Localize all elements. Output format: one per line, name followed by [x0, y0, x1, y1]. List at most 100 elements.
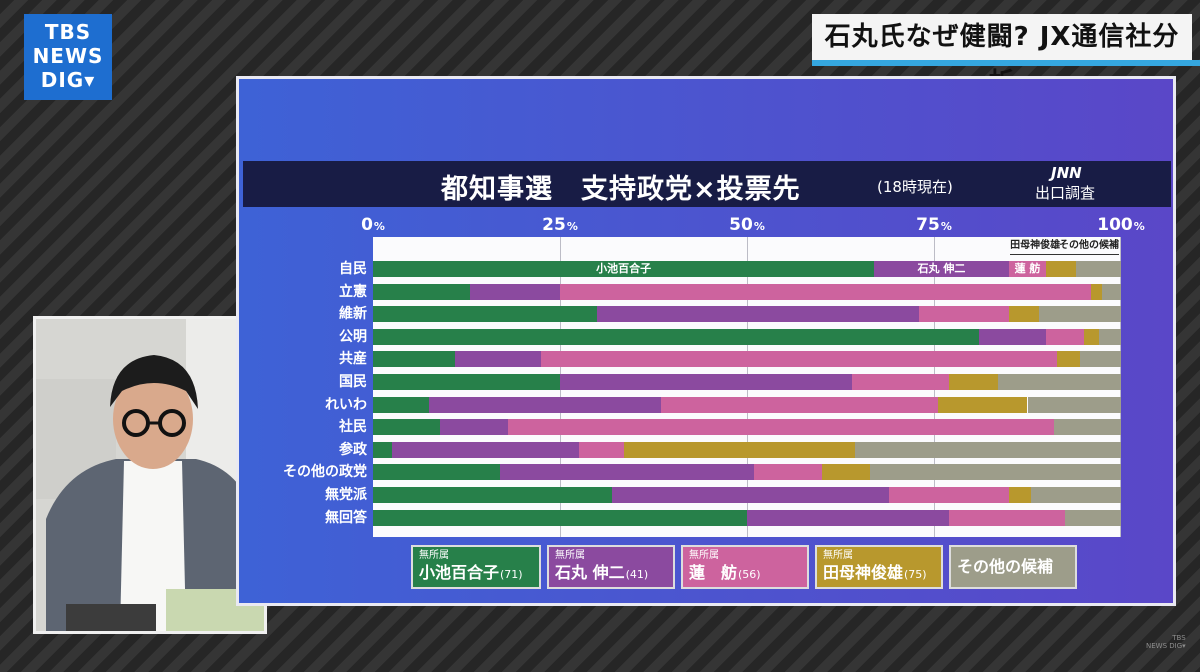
legend-name-text: 小池百合子 — [419, 563, 500, 582]
category-label: その他の政党 — [283, 464, 367, 481]
bar-data-label: 石丸 伸二 — [917, 262, 966, 275]
legend-candidate-name: 田母神俊雄(75) — [823, 562, 941, 586]
bar-data-label: 小池百合子 — [596, 262, 652, 275]
bar-segment — [1046, 261, 1077, 277]
category-label: れいわ — [325, 396, 367, 413]
category-label: 公明 — [339, 328, 367, 345]
legend-candidate-age: (56) — [738, 568, 761, 581]
category-label: 社民 — [339, 419, 367, 436]
legend-candidate-age: (75) — [904, 568, 927, 581]
x-tick-label: 100% — [1097, 215, 1145, 235]
bar-segment — [578, 441, 624, 458]
logo-line-3: DIG▾ — [40, 68, 96, 92]
bar-segment — [429, 396, 661, 413]
bar-segment — [660, 396, 938, 413]
tbs-news-dig-logo: TBS NEWS DIG▾ — [24, 14, 112, 100]
bar-segment — [948, 374, 998, 390]
bar-segment — [373, 464, 501, 481]
legend-candidate-age: (41) — [625, 568, 649, 581]
bar-segment — [373, 283, 471, 300]
legend-party: 無所属 — [689, 550, 719, 561]
chart-title: 都知事選 支持政党×投票先 — [441, 174, 801, 205]
bar-segment — [1102, 283, 1121, 300]
legend-item: その他の候補 — [949, 545, 1077, 589]
legend-name-text: 田母神俊雄 — [823, 563, 904, 582]
category-label: 無党派 — [325, 487, 367, 503]
bar-segment — [948, 509, 1065, 526]
jnn-logo: JNN — [1051, 164, 1082, 182]
bar-segment — [373, 441, 392, 458]
bar-segment — [612, 487, 890, 503]
logo-line-2: NEWS — [32, 44, 104, 68]
headline-caption: 石丸氏なぜ健闘? JX通信社分析 — [812, 14, 1192, 98]
bar-segment — [754, 464, 822, 481]
bar-segment — [1038, 306, 1121, 323]
watermark-line-1: TBS — [1172, 634, 1186, 642]
bar-segment — [507, 419, 1054, 436]
bar-segment — [874, 261, 1009, 277]
bar-segment — [440, 419, 508, 436]
bar-segment — [870, 464, 1121, 481]
chart-title-band: 都知事選 支持政党×投票先 (18時現在) JNN 出口調査 — [243, 161, 1171, 207]
callout-label: 田母神俊雄 — [1010, 240, 1061, 255]
legend-item: 無所属小池百合子(71) — [411, 545, 541, 589]
bar-segment — [373, 396, 430, 413]
bar-segment — [978, 328, 1047, 345]
bar-data-label: 蓮 舫 — [1014, 262, 1041, 275]
x-tick-value: 50 — [729, 215, 753, 235]
callout-label: その他の候補 — [1059, 240, 1119, 255]
bar-segment — [1079, 351, 1121, 368]
legend-party: 無所属 — [823, 550, 853, 561]
legend-item: 無所属蓮 舫(56) — [681, 545, 809, 589]
legend-item: 無所属 田母神俊雄(75) — [815, 545, 943, 589]
bar-segment — [560, 374, 852, 390]
legend-party: 無所属 — [419, 550, 449, 561]
category-label: 国民 — [339, 374, 367, 390]
bar-segment — [373, 374, 560, 390]
watermark-line-2: NEWS DIG▾ — [1146, 642, 1186, 650]
legend-candidate-name: 石丸 伸二(41) — [555, 562, 673, 586]
bar-segment — [373, 419, 441, 436]
bar-segment — [623, 441, 856, 458]
bar-segment — [597, 306, 920, 323]
x-tick-value: 75 — [916, 215, 940, 235]
bar-segment — [373, 306, 598, 323]
legend-candidate-name: 蓮 舫(56) — [689, 562, 807, 586]
legend-candidate-age: (71) — [500, 568, 523, 581]
bar-segment — [1027, 396, 1121, 413]
bar-segment — [1008, 306, 1039, 323]
bar-segment — [937, 396, 1028, 413]
bar-segment — [391, 441, 579, 458]
x-tick-unit: % — [753, 220, 765, 233]
x-tick-label: 0% — [361, 215, 385, 235]
presenter-video-inset — [33, 316, 267, 634]
bar-segment — [855, 441, 1121, 458]
bar-segment — [821, 464, 871, 481]
chart-subtitle: (18時現在) — [877, 178, 953, 196]
logo-line-1: TBS — [44, 20, 92, 44]
bar-segment — [1008, 261, 1047, 277]
corner-watermark: TBS NEWS DIG▾ — [1146, 634, 1186, 650]
bar-segment — [373, 328, 979, 345]
presenter-figure — [36, 319, 264, 631]
legend-name-text: 石丸 伸二 — [555, 563, 625, 582]
bar-segment — [373, 261, 875, 277]
chart-board: 都知事選 支持政党×投票先 (18時現在) JNN 出口調査 0% 25% 50% 7… — [236, 76, 1176, 606]
x-tick-value: 100 — [1097, 215, 1133, 235]
headline-accent-bar — [812, 60, 1200, 66]
legend-party: 無所属 — [555, 550, 585, 561]
x-tick-label: 25% — [542, 215, 578, 235]
bar-segment — [500, 464, 755, 481]
bar-segment — [373, 487, 613, 503]
bar-segment — [851, 374, 949, 390]
category-label: 共産 — [339, 351, 367, 368]
bar-segment — [1057, 351, 1080, 368]
bar-segment — [373, 509, 747, 526]
bar-segment — [455, 351, 542, 368]
legend-name-text: 蓮 舫 — [689, 563, 738, 582]
exit-poll-label: 出口調査 — [1035, 184, 1096, 202]
x-tick-unit: % — [1133, 220, 1145, 233]
category-label: 参政 — [339, 441, 367, 458]
legend-item: 無所属 石丸 伸二(41) — [547, 545, 675, 589]
bar-segment — [470, 283, 560, 300]
